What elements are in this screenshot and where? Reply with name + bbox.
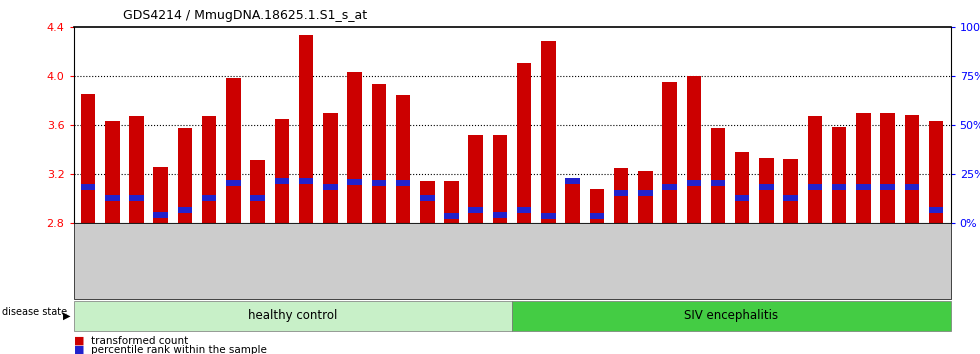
Bar: [299, 178, 314, 184]
Bar: [154, 212, 168, 218]
Bar: [129, 195, 144, 201]
Bar: [613, 168, 628, 223]
Bar: [857, 113, 870, 223]
Bar: [323, 113, 337, 223]
Bar: [129, 116, 144, 223]
Bar: [662, 184, 677, 190]
Bar: [929, 121, 944, 223]
Text: percentile rank within the sample: percentile rank within the sample: [91, 345, 267, 354]
Bar: [783, 195, 798, 201]
Bar: [857, 184, 870, 190]
Bar: [80, 184, 95, 190]
Bar: [202, 116, 217, 223]
Text: ■: ■: [74, 336, 84, 346]
Text: ▶: ▶: [63, 311, 71, 321]
Text: healthy control: healthy control: [248, 309, 337, 322]
Bar: [347, 179, 362, 185]
Bar: [371, 84, 386, 223]
Bar: [250, 195, 265, 201]
Text: transformed count: transformed count: [91, 336, 188, 346]
Bar: [783, 159, 798, 223]
Bar: [880, 184, 895, 190]
Bar: [226, 180, 241, 186]
Bar: [516, 63, 531, 223]
Bar: [565, 178, 580, 184]
Bar: [735, 195, 750, 201]
Bar: [177, 207, 192, 213]
Bar: [274, 178, 289, 184]
Bar: [299, 35, 314, 223]
Bar: [396, 95, 411, 223]
Bar: [105, 195, 120, 201]
Bar: [880, 113, 895, 223]
Bar: [493, 135, 508, 223]
Bar: [323, 184, 337, 190]
Bar: [396, 180, 411, 186]
Bar: [468, 207, 483, 213]
Bar: [444, 181, 459, 223]
Bar: [929, 207, 944, 213]
Bar: [905, 184, 919, 190]
Bar: [808, 184, 822, 190]
Bar: [154, 166, 168, 223]
Bar: [638, 171, 653, 223]
Bar: [371, 180, 386, 186]
Bar: [516, 207, 531, 213]
Bar: [80, 94, 95, 223]
Bar: [590, 189, 604, 223]
Bar: [250, 160, 265, 223]
Bar: [274, 119, 289, 223]
Bar: [760, 158, 774, 223]
Bar: [420, 195, 434, 201]
Bar: [541, 41, 556, 223]
Bar: [638, 190, 653, 196]
Bar: [832, 127, 847, 223]
Bar: [347, 72, 362, 223]
Bar: [468, 135, 483, 223]
Bar: [105, 121, 120, 223]
Text: GDS4214 / MmugDNA.18625.1.S1_s_at: GDS4214 / MmugDNA.18625.1.S1_s_at: [122, 9, 367, 22]
Bar: [735, 152, 750, 223]
Bar: [687, 76, 701, 223]
Bar: [710, 129, 725, 223]
Bar: [590, 213, 604, 219]
Bar: [493, 212, 508, 218]
Bar: [687, 180, 701, 186]
Bar: [444, 213, 459, 219]
Bar: [808, 116, 822, 223]
Bar: [565, 181, 580, 223]
Bar: [420, 181, 434, 223]
Text: disease state: disease state: [2, 307, 67, 318]
Bar: [613, 190, 628, 196]
Bar: [541, 213, 556, 219]
Bar: [760, 184, 774, 190]
Bar: [202, 195, 217, 201]
Bar: [662, 82, 677, 223]
Bar: [710, 180, 725, 186]
Bar: [905, 115, 919, 223]
Bar: [177, 129, 192, 223]
Text: SIV encephalitis: SIV encephalitis: [684, 309, 778, 322]
Text: ■: ■: [74, 345, 84, 354]
Bar: [832, 184, 847, 190]
Bar: [226, 78, 241, 223]
